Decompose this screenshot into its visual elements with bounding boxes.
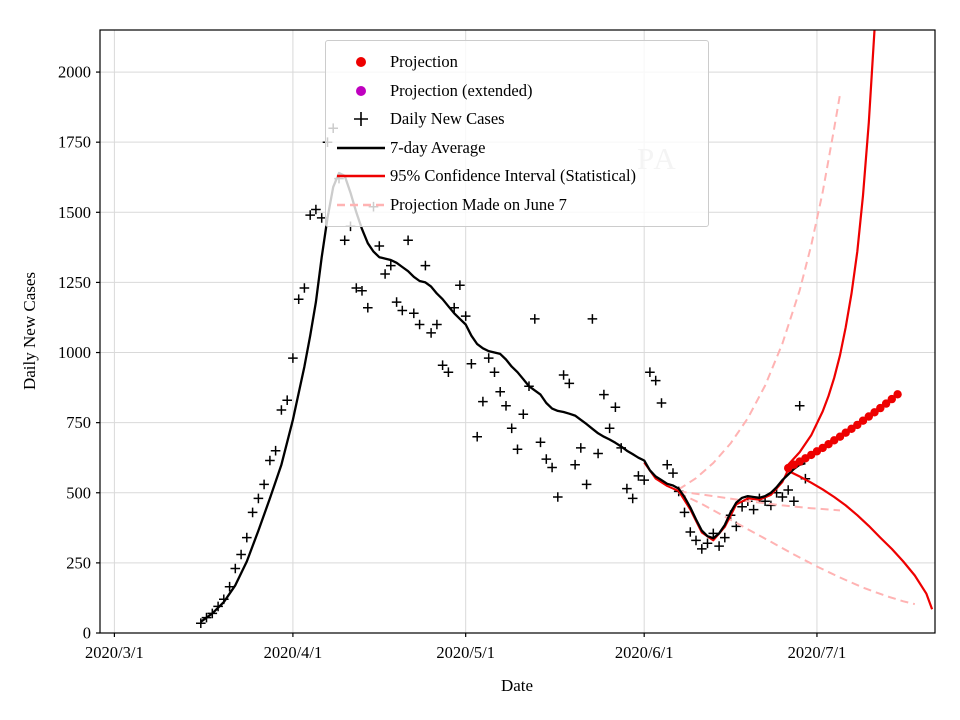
svg-text:2000: 2000	[58, 63, 91, 82]
svg-text:2020/4/1: 2020/4/1	[264, 643, 323, 662]
plus-marker-icon	[332, 110, 390, 128]
legend-label-daily-new-cases: Daily New Cases	[390, 109, 505, 129]
pink-dashed-line-icon	[332, 196, 390, 214]
svg-text:1250: 1250	[58, 273, 91, 292]
svg-text:500: 500	[66, 483, 91, 502]
projection-extended-dot-icon	[332, 82, 390, 100]
legend-label-projection-june7: Projection Made on June 7	[390, 194, 567, 214]
svg-text:0: 0	[83, 624, 91, 643]
red-line-icon	[332, 167, 390, 185]
svg-text:1500: 1500	[58, 203, 91, 222]
svg-text:1000: 1000	[58, 343, 91, 362]
legend-label-projection: Projection	[390, 52, 458, 72]
y-axis-label: Daily New Cases	[20, 271, 39, 391]
black-line-icon	[332, 139, 390, 157]
svg-text:250: 250	[66, 553, 91, 572]
legend-item-projection-june7: Projection Made on June 7	[332, 191, 698, 220]
legend-item-projection: Projection	[332, 48, 698, 77]
legend-item-projection-extended: Projection (extended)	[332, 77, 698, 106]
projection-dot-icon	[332, 53, 390, 71]
legend-label-projection-extended: Projection (extended)	[390, 80, 533, 100]
svg-text:2020/7/1: 2020/7/1	[788, 643, 847, 662]
svg-text:1750: 1750	[58, 133, 91, 152]
svg-text:2020/3/1: 2020/3/1	[85, 643, 144, 662]
legend-item-confidence-interval: 95% Confidence Interval (Statistical)	[332, 162, 698, 191]
svg-text:2020/5/1: 2020/5/1	[436, 643, 495, 662]
legend-item-7day-average: 7-day Average	[332, 134, 698, 163]
x-axis-label: Date	[500, 676, 534, 695]
legend: Projection Projection (extended) Daily N…	[325, 40, 709, 227]
legend-label-7day-average: 7-day Average	[390, 137, 486, 157]
svg-text:2020/6/1: 2020/6/1	[615, 643, 674, 662]
svg-text:750: 750	[66, 413, 91, 432]
legend-item-daily-new-cases: Daily New Cases	[332, 105, 698, 134]
legend-label-confidence-interval: 95% Confidence Interval (Statistical)	[390, 166, 637, 186]
